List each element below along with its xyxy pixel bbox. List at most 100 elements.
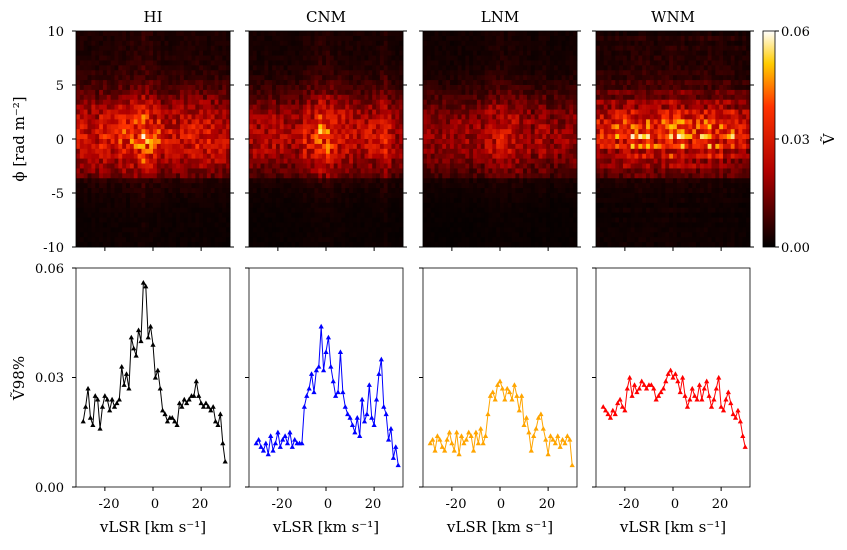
- heatmap-cell: [264, 154, 268, 159]
- heatmap-cell: [458, 46, 462, 51]
- heatmap-cell: [261, 46, 265, 51]
- heatmap-cell: [95, 134, 99, 139]
- heatmap-cell: [515, 188, 519, 193]
- heatmap-cell: [176, 60, 180, 65]
- heatmap-cell: [134, 65, 138, 70]
- heatmap-cell: [84, 75, 88, 80]
- heatmap-cell: [496, 80, 500, 85]
- heatmap-cell: [341, 56, 345, 61]
- heatmap-cell: [165, 114, 169, 119]
- heatmap-cell: [118, 80, 122, 85]
- heatmap-cell: [508, 164, 512, 169]
- heatmap-cell: [349, 105, 353, 110]
- heatmap-cell: [111, 75, 115, 80]
- heatmap-cell: [249, 65, 253, 70]
- heatmap-cell: [314, 198, 318, 203]
- heatmap-cell: [523, 173, 527, 178]
- heatmap-cell: [353, 134, 357, 139]
- heatmap-cell: [80, 41, 84, 46]
- heatmap-cell: [569, 46, 573, 51]
- heatmap-cell: [215, 36, 219, 41]
- heatmap-cell: [554, 65, 558, 70]
- heatmap-cell: [542, 134, 546, 139]
- heatmap-cell: [268, 227, 272, 232]
- heatmap-cell: [288, 208, 292, 213]
- heatmap-cell: [473, 75, 477, 80]
- heatmap-cell: [126, 65, 130, 70]
- heatmap-cell: [500, 129, 504, 134]
- heatmap-cell: [427, 80, 431, 85]
- heatmap-cell: [276, 213, 280, 218]
- heatmap-cell: [523, 114, 527, 119]
- heatmap-cell: [318, 100, 322, 105]
- heatmap-cell: [462, 168, 466, 173]
- heatmap-cell: [427, 134, 431, 139]
- heatmap-cell: [95, 46, 99, 51]
- heatmap-cell: [334, 213, 338, 218]
- heatmap-cell: [95, 129, 99, 134]
- heatmap-cell: [473, 114, 477, 119]
- heatmap-cell: [539, 41, 543, 46]
- heatmap-cell: [345, 105, 349, 110]
- heatmap-cell: [257, 129, 261, 134]
- heatmap-cell: [280, 203, 284, 208]
- heatmap-cell: [261, 222, 265, 227]
- heatmap-cell: [446, 119, 450, 124]
- heatmap-cell: [569, 56, 573, 61]
- heatmap-cell: [122, 154, 126, 159]
- heatmap-cell: [76, 51, 80, 56]
- heatmap-cell: [376, 213, 380, 218]
- heatmap-cell: [334, 173, 338, 178]
- heatmap-cell: [558, 31, 562, 36]
- heatmap-cell: [249, 31, 253, 36]
- heatmap-cell: [353, 178, 357, 183]
- heatmap-cell: [303, 60, 307, 65]
- heatmap-cell: [435, 173, 439, 178]
- heatmap-cell: [288, 75, 292, 80]
- heatmap-cell: [149, 65, 153, 70]
- heatmap-cell: [215, 85, 219, 90]
- heatmap-cell: [496, 36, 500, 41]
- heatmap-cell: [565, 46, 569, 51]
- heatmap-cell: [462, 119, 466, 124]
- heatmap-cell: [353, 139, 357, 144]
- heatmap-cell: [361, 95, 365, 100]
- heatmap-cell: [268, 173, 272, 178]
- heatmap-cell: [345, 178, 349, 183]
- heatmap-cell: [318, 237, 322, 242]
- heatmap-cell: [268, 144, 272, 149]
- heatmap-cell: [562, 159, 566, 164]
- heatmap-cell: [558, 36, 562, 41]
- heatmap-cell: [257, 178, 261, 183]
- heatmap-cell: [349, 46, 353, 51]
- heatmap-cell: [215, 159, 219, 164]
- heatmap-cell: [322, 193, 326, 198]
- heatmap-cell: [257, 154, 261, 159]
- heatmap-cell: [446, 90, 450, 95]
- heatmap-cell: [357, 51, 361, 56]
- heatmap-cell: [168, 46, 172, 51]
- heatmap-cell: [122, 213, 126, 218]
- heatmap-cell: [311, 213, 315, 218]
- heatmap-cell: [291, 56, 295, 61]
- heatmap-cell: [84, 110, 88, 115]
- heatmap-cell: [376, 232, 380, 237]
- heatmap-cell: [508, 105, 512, 110]
- heatmap-cell: [372, 188, 376, 193]
- heatmap-cell: [376, 110, 380, 115]
- heatmap-cell: [365, 154, 369, 159]
- heatmap-cell: [172, 31, 176, 36]
- heatmap-cell: [80, 213, 84, 218]
- heatmap-cell: [427, 168, 431, 173]
- heatmap-cell: [481, 100, 485, 105]
- heatmap-cell: [88, 203, 92, 208]
- heatmap-cell: [477, 100, 481, 105]
- heatmap-cell: [295, 134, 299, 139]
- heatmap-cell: [195, 232, 199, 237]
- heatmap-cell: [318, 193, 322, 198]
- heatmap-cell: [76, 119, 80, 124]
- heatmap-cell: [149, 218, 153, 223]
- heatmap-cell: [508, 183, 512, 188]
- heatmap-cell: [195, 173, 199, 178]
- heatmap-cell: [349, 90, 353, 95]
